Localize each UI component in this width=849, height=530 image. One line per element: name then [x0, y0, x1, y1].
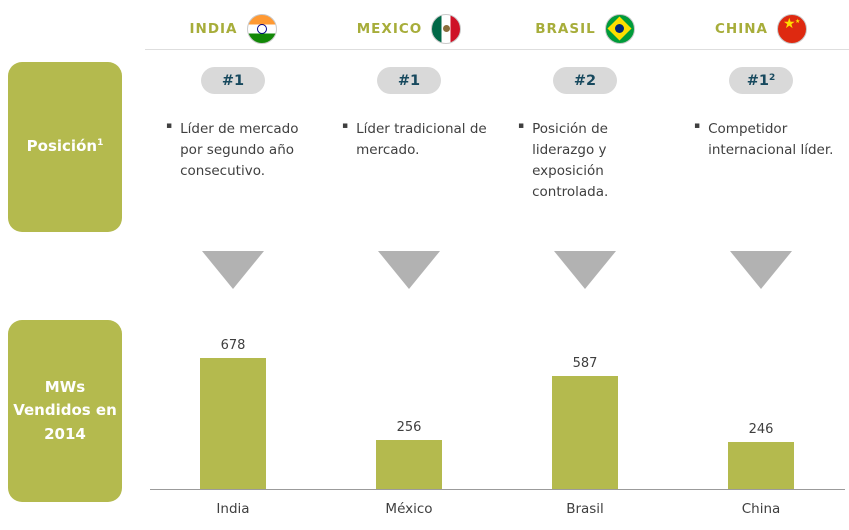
country-name: MEXICO — [356, 20, 423, 37]
down-triangle-icon — [554, 251, 616, 289]
mws-label-line: 2014 — [44, 424, 86, 443]
bar-india — [200, 358, 266, 490]
bar-value-label: 246 — [748, 422, 774, 437]
description-china: Competidor internacional líder. — [694, 119, 844, 161]
mws-label-line: MWs — [44, 378, 86, 397]
chakra-icon — [256, 23, 267, 34]
description-text: Líder tradicional de mercado. — [356, 121, 487, 158]
bar-value-label: 256 — [396, 420, 422, 435]
mws-label-line: Vendidos en — [13, 401, 117, 420]
bar-mexico — [376, 440, 442, 490]
bar-china — [728, 442, 794, 490]
star-icon: ★ — [782, 15, 796, 32]
country-header-brasil: BRASIL — [497, 8, 673, 50]
bullet-icon — [342, 120, 348, 161]
chart-row-label: MWs Vendidos en 2014 — [8, 320, 122, 502]
rank-badge-mexico: #1 — [377, 67, 441, 94]
bullet-icon — [694, 120, 700, 161]
eagle-emblem-icon — [442, 25, 450, 32]
position-row-label: Posición1 — [8, 62, 122, 232]
star-icon: ★ — [794, 17, 801, 25]
country-header-china: CHINA ★ ★ — [673, 8, 849, 50]
description-text: Posición de liderazgo y exposición contr… — [532, 121, 609, 200]
description-text: Competidor internacional líder. — [708, 121, 834, 158]
mexico-flag-icon — [431, 13, 462, 44]
globe-icon — [615, 24, 625, 33]
description-text: Líder de mercado por segundo año consecu… — [180, 121, 299, 179]
description-brasil: Posición de liderazgo y exposición contr… — [518, 119, 668, 203]
down-triangle-icon — [378, 251, 440, 289]
rank-badge-china: #1 2 — [729, 67, 793, 94]
bullet-icon — [518, 120, 524, 203]
brasil-flag-icon — [604, 13, 635, 44]
bar-group-brasil: 587 — [535, 356, 635, 490]
bar-value-label: 587 — [572, 356, 598, 371]
rank-badge-brasil: #2 — [553, 67, 617, 94]
country-name: BRASIL — [535, 20, 596, 37]
bar-value-label: 678 — [220, 338, 246, 353]
footnote-marker: 1 — [97, 138, 104, 149]
axis-label-brasil: Brasil — [566, 501, 604, 517]
axis-label-china: China — [741, 501, 781, 517]
description-india: Líder de mercado por segundo año consecu… — [166, 119, 316, 182]
bar-brasil — [552, 376, 618, 490]
bullet-icon — [166, 120, 172, 182]
down-triangle-icon — [730, 251, 792, 289]
axis-label-india: India — [216, 501, 250, 517]
bar-group-china: 246 — [711, 422, 811, 490]
china-flag-icon: ★ ★ — [776, 13, 807, 44]
bar-group-india: 678 — [183, 338, 283, 490]
rank-badge-india: #1 — [201, 67, 265, 94]
country-name: INDIA — [189, 20, 238, 37]
country-header-mexico: MEXICO — [321, 8, 497, 50]
position-label-text: Posición1 — [26, 137, 104, 156]
country-header-india: INDIA — [145, 8, 321, 50]
description-mexico: Líder tradicional de mercado. — [342, 119, 492, 161]
axis-label-mexico: México — [385, 501, 433, 517]
india-flag-icon — [246, 13, 277, 44]
down-triangle-icon — [202, 251, 264, 289]
footnote-marker: 2 — [768, 72, 776, 83]
bar-group-mexico: 256 — [359, 420, 459, 490]
country-name: CHINA — [715, 20, 768, 37]
x-axis-line — [150, 489, 845, 490]
